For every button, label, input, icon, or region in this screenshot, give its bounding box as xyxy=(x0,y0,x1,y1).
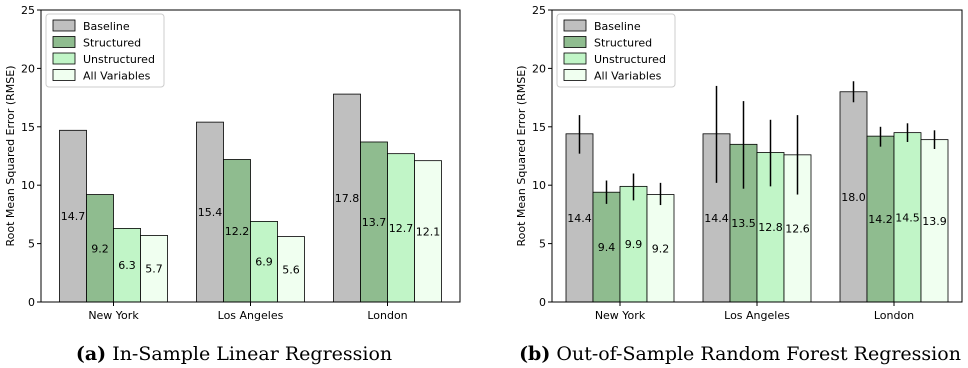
chart-panel-b: 14.4 14.4 18.0 9.4 13.5 14.2 9.9 12.8 14.5 9.2 12.… xyxy=(515,4,963,365)
data-label: 12.6 xyxy=(785,222,810,235)
data-label: 13.5 xyxy=(731,217,756,230)
data-label: 9.9 xyxy=(625,238,643,251)
data-label: 12.7 xyxy=(389,222,414,235)
y-axis-label: Root Mean Squared Error (RMSE) xyxy=(515,65,528,246)
data-label: 12.1 xyxy=(416,225,441,238)
data-label: 13.9 xyxy=(922,215,947,228)
data-label: 12.8 xyxy=(758,221,783,234)
legend: Baseline Structured Unstructured All Variab… xyxy=(556,13,676,88)
caption-text: Out-of-Sample Random Forest Regression xyxy=(556,343,961,365)
legend-label: All Variables xyxy=(83,70,151,83)
data-label: 9.4 xyxy=(598,241,616,254)
bar xyxy=(414,160,442,303)
bar xyxy=(333,93,361,303)
x-tick-label: London xyxy=(367,309,407,322)
legend-swatch xyxy=(563,36,587,48)
y-tick-label: 0 xyxy=(539,296,546,309)
legend-label: Baseline xyxy=(594,20,641,33)
y-tick-label: 0 xyxy=(28,296,35,309)
y-tick-label: 15 xyxy=(21,121,35,134)
data-label: 15.4 xyxy=(198,206,223,219)
legend-label: Unstructured xyxy=(83,53,155,66)
bar xyxy=(866,135,895,303)
legend-label: Structured xyxy=(594,37,652,50)
data-label: 14.4 xyxy=(704,212,729,225)
figure-caption: (b) Out-of-Sample Random Forest Regressi… xyxy=(519,343,961,365)
data-label: 12.2 xyxy=(225,225,250,238)
y-tick-label: 15 xyxy=(532,121,546,134)
y-tick-label: 25 xyxy=(21,4,35,17)
caption-text: In-Sample Linear Regression xyxy=(112,343,392,365)
data-label: 6.3 xyxy=(118,259,136,272)
legend-label: All Variables xyxy=(594,70,662,83)
x-tick-label: Los Angeles xyxy=(724,309,790,322)
bar xyxy=(250,221,278,303)
y-tick-label: 20 xyxy=(532,62,546,75)
bar xyxy=(592,191,621,303)
bar xyxy=(360,141,388,303)
chart-panel-a: 14.7 15.4 17.8 9.2 12.2 13.7 6.3 6.9 12.7 5.7 5.6 1… xyxy=(4,4,461,365)
y-tick-label: 5 xyxy=(28,238,35,251)
data-label: 5.7 xyxy=(145,263,163,276)
y-tick-label: 10 xyxy=(21,179,35,192)
y-tick-label: 5 xyxy=(539,238,546,251)
bar xyxy=(920,139,949,303)
bar xyxy=(893,132,922,303)
bar xyxy=(565,133,594,303)
caption-label: (a) xyxy=(76,343,106,365)
x-tick-label: Los Angeles xyxy=(218,309,284,322)
data-label: 9.2 xyxy=(91,242,109,255)
bar xyxy=(140,235,168,303)
y-tick-label: 10 xyxy=(532,179,546,192)
y-tick-label: 25 xyxy=(532,4,546,17)
x-tick-label: London xyxy=(874,309,914,322)
legend-box xyxy=(45,13,165,88)
data-label: 17.8 xyxy=(335,192,360,205)
figure-caption: (a) In-Sample Linear Regression xyxy=(76,343,392,365)
x-tick-label: New York xyxy=(88,309,139,322)
x-tick-label: New York xyxy=(595,309,646,322)
legend-swatch xyxy=(563,52,587,65)
bar xyxy=(196,121,224,303)
data-label: 5.6 xyxy=(282,263,300,276)
y-axis-label: Root Mean Squared Error (RMSE) xyxy=(4,65,17,246)
data-label: 14.4 xyxy=(567,212,592,225)
legend-box xyxy=(556,13,676,88)
caption-label: (b) xyxy=(519,343,550,365)
legend: Baseline Structured Unstructured All Variab… xyxy=(45,13,165,88)
data-label: 14.2 xyxy=(868,213,893,226)
legend-label: Unstructured xyxy=(594,53,666,66)
bar xyxy=(277,236,305,303)
data-label: 18.0 xyxy=(841,191,866,204)
legend-label: Structured xyxy=(83,37,141,50)
legend-swatch xyxy=(52,52,76,65)
data-label: 9.2 xyxy=(652,242,670,255)
y-tick-label: 20 xyxy=(21,62,35,75)
legend-swatch xyxy=(52,36,76,48)
bar xyxy=(839,91,868,303)
legend-swatch xyxy=(52,19,76,32)
data-label: 6.9 xyxy=(255,256,273,269)
legend-label: Baseline xyxy=(83,20,130,33)
data-label: 14.7 xyxy=(61,210,86,223)
legend-swatch xyxy=(563,19,587,32)
data-label: 13.7 xyxy=(362,216,387,229)
legend-swatch xyxy=(563,69,587,81)
bar xyxy=(59,129,87,303)
legend-swatch xyxy=(52,69,76,81)
data-label: 14.5 xyxy=(895,211,920,224)
